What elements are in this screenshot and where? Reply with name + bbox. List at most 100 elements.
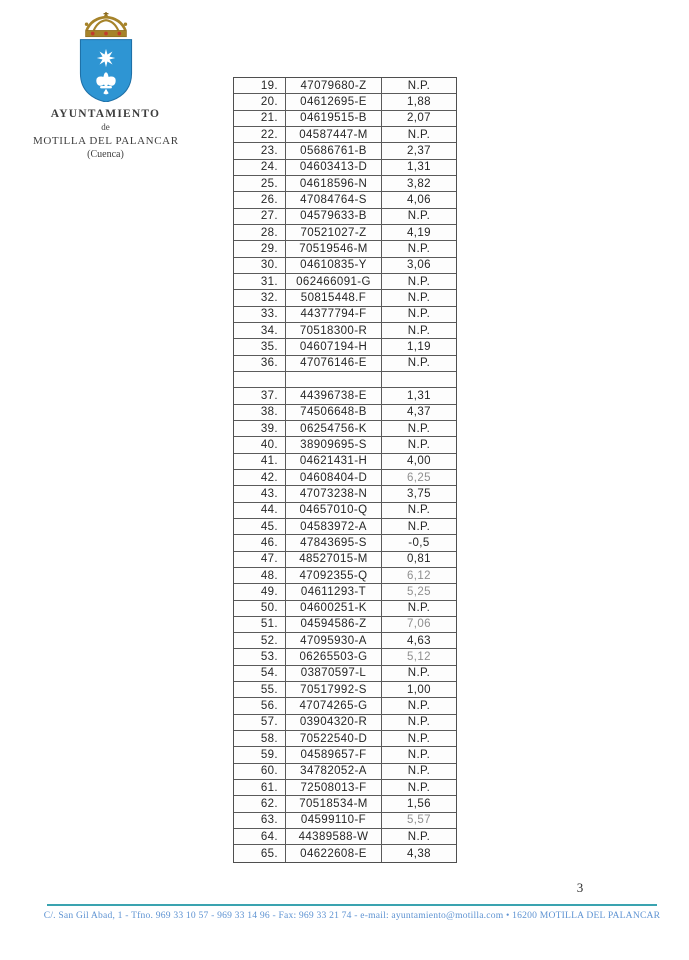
city-coat-of-arms: AYUNTAMIENTO de MOTILLA DEL PALANCAR (Cu… bbox=[33, 12, 178, 162]
dni-cell: 04600251-K bbox=[286, 600, 382, 616]
crown-icon bbox=[84, 12, 127, 38]
table-row: 62. 70518534-M 1,56 bbox=[234, 796, 456, 813]
row-number-cell: 55. bbox=[234, 682, 286, 698]
table-row: 52. 47095930-A 4,63 bbox=[234, 633, 456, 650]
table-row: 32. 50815448.F N.P. bbox=[234, 290, 456, 307]
dni-cell: 04622608-E bbox=[286, 845, 382, 862]
score-cell: N.P. bbox=[407, 438, 431, 451]
dni-cell: 48527015-M bbox=[286, 551, 382, 567]
score-cell: 2,07 bbox=[407, 112, 431, 125]
table-row: 56. 47074265-G N.P. bbox=[234, 698, 456, 715]
score-cell: N.P. bbox=[407, 242, 431, 255]
row-number-cell: 40. bbox=[234, 437, 286, 453]
row-number-cell: 32. bbox=[234, 290, 286, 306]
dni-cell: 04589657-F bbox=[286, 747, 382, 763]
score-cell: 3,82 bbox=[407, 177, 431, 190]
dni-cell: 74506648-B bbox=[286, 404, 382, 420]
score-cell: N.P. bbox=[407, 781, 431, 794]
dni-cell bbox=[286, 371, 382, 388]
table-row: 51. 04594586-Z 7,06 bbox=[234, 616, 456, 634]
dni-cell: 03904320-R bbox=[286, 714, 382, 731]
table-row: 24. 04603413-D 1,31 bbox=[234, 159, 456, 176]
row-number-cell bbox=[234, 371, 286, 388]
table-row: 22. 04587447-M N.P. bbox=[234, 126, 456, 144]
dni-cell: 70519546-M bbox=[286, 241, 382, 257]
score-cell: 4,19 bbox=[407, 226, 431, 239]
page-number: 3 bbox=[576, 880, 584, 895]
score-cell: N.P. bbox=[407, 830, 431, 843]
star-icon bbox=[96, 48, 115, 68]
table-row: 58. 70522540-D N.P. bbox=[234, 731, 456, 748]
dni-cell: 03870597-L bbox=[286, 665, 382, 682]
table-row: 27. 04579633-B N.P. bbox=[234, 208, 456, 225]
row-number-cell: 46. bbox=[234, 535, 286, 551]
dni-cell: 05686761-B bbox=[286, 143, 382, 159]
score-cell: N.P. bbox=[407, 504, 431, 517]
dni-cell: 44389588-W bbox=[286, 829, 382, 845]
table-row: 54. 03870597-L N.P. bbox=[234, 665, 456, 683]
table-row: 59. 04589657-F N.P. bbox=[234, 747, 456, 764]
table-row: 45. 04583972-A N.P. bbox=[234, 518, 456, 536]
row-number-cell: 33. bbox=[234, 306, 286, 322]
row-number-cell: 58. bbox=[234, 731, 286, 747]
score-cell: N.P. bbox=[407, 357, 431, 370]
dni-cell: 04583972-A bbox=[286, 518, 382, 535]
footer-divider bbox=[47, 904, 657, 906]
score-cell: 3,06 bbox=[407, 259, 431, 272]
row-number-cell: 19. bbox=[234, 78, 286, 94]
score-cell: N.P. bbox=[407, 275, 431, 288]
dni-cell: 04619515-B bbox=[286, 110, 382, 126]
table-row: 37. 44396738-E 1,31 bbox=[234, 388, 456, 405]
score-cell: 2,37 bbox=[407, 144, 431, 157]
table-row: 29. 70519546-M N.P. bbox=[234, 241, 456, 258]
results-table: 19. 47079680-Z N.P. 20. 04612695-E 1,88 21. 046… bbox=[233, 77, 457, 863]
dni-cell: 04618596-N bbox=[286, 175, 382, 192]
dni-cell: 38909695-S bbox=[286, 437, 382, 453]
dni-cell: 50815448.F bbox=[286, 290, 382, 306]
table-row: 33. 44377794-F N.P. bbox=[234, 306, 456, 323]
table-row: 39. 06254756-K N.P. bbox=[234, 420, 456, 438]
dni-cell: 04607194-H bbox=[286, 339, 382, 355]
row-number-cell: 63. bbox=[234, 812, 286, 829]
dni-cell: 70521027-Z bbox=[286, 224, 382, 241]
table-row: 57. 03904320-R N.P. bbox=[234, 714, 456, 732]
row-number-cell: 57. bbox=[234, 714, 286, 731]
table-row: 47. 48527015-M 0,81 bbox=[234, 551, 456, 568]
table-row: 31. 062466091-G N.P. bbox=[234, 273, 456, 291]
table-row: 20. 04612695-E 1,88 bbox=[234, 94, 456, 111]
row-number-cell: 42. bbox=[234, 469, 286, 486]
dni-cell: 04611293-T bbox=[286, 584, 382, 600]
score-cell: 4,00 bbox=[407, 455, 431, 468]
score-cell: 7,06 bbox=[407, 618, 431, 631]
score-cell bbox=[382, 372, 456, 387]
row-number-cell: 23. bbox=[234, 143, 286, 159]
row-number-cell: 20. bbox=[234, 94, 286, 110]
dni-cell: 04610835-Y bbox=[286, 257, 382, 273]
table-row: 48. 47092355-Q 6,12 bbox=[234, 567, 456, 585]
table-row bbox=[234, 371, 456, 389]
row-number-cell: 51. bbox=[234, 616, 286, 633]
row-number-cell: 48. bbox=[234, 567, 286, 584]
organization-province: (Cuenca) bbox=[87, 149, 124, 161]
dni-cell: 34782052-A bbox=[286, 763, 382, 780]
dni-cell: 06254756-K bbox=[286, 420, 382, 437]
score-cell: N.P. bbox=[407, 291, 431, 304]
table-row: 55. 70517992-S 1,00 bbox=[234, 682, 456, 699]
organization-name-block: AYUNTAMIENTO de MOTILLA DEL PALANCAR (Cu… bbox=[33, 107, 178, 162]
score-cell: N.P. bbox=[407, 716, 431, 729]
row-number-cell: 44. bbox=[234, 502, 286, 518]
table-row: 23. 05686761-B 2,37 bbox=[234, 143, 456, 160]
score-cell: N.P. bbox=[407, 79, 431, 92]
score-cell: N.P. bbox=[407, 422, 431, 435]
score-cell: 3,75 bbox=[407, 487, 431, 500]
row-number-cell: 52. bbox=[234, 633, 286, 649]
dni-cell: 47073238-N bbox=[286, 486, 382, 502]
score-cell: -0,5 bbox=[408, 536, 430, 549]
fleur-de-lis-icon bbox=[95, 72, 116, 95]
dni-cell: 04603413-D bbox=[286, 159, 382, 175]
table-row: 28. 70521027-Z 4,19 bbox=[234, 224, 456, 242]
dni-cell: 04599110-F bbox=[286, 812, 382, 829]
table-row: 21. 04619515-B 2,07 bbox=[234, 110, 456, 127]
dni-cell: 04579633-B bbox=[286, 208, 382, 224]
